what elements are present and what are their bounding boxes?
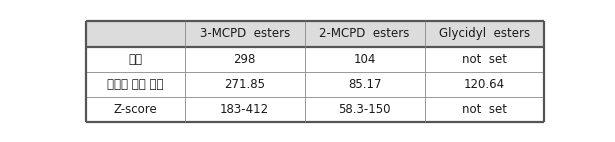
Text: 298: 298 [234, 53, 256, 66]
Text: 104: 104 [354, 53, 376, 66]
Text: Glycidyl  esters: Glycidyl esters [438, 28, 530, 40]
Text: 참값: 참값 [129, 53, 143, 66]
Text: 분석법 적용 결과: 분석법 적용 결과 [108, 78, 164, 91]
Text: not  set: not set [462, 53, 507, 66]
Text: Z-score: Z-score [114, 103, 157, 116]
Text: 271.85: 271.85 [224, 78, 265, 91]
Text: 183-412: 183-412 [220, 103, 269, 116]
Text: not  set: not set [462, 103, 507, 116]
Text: 3-MCPD  esters: 3-MCPD esters [200, 28, 290, 40]
Text: 2-MCPD  esters: 2-MCPD esters [319, 28, 410, 40]
Text: 120.64: 120.64 [464, 78, 505, 91]
Text: 85.17: 85.17 [348, 78, 381, 91]
Text: 58.3-150: 58.3-150 [338, 103, 391, 116]
